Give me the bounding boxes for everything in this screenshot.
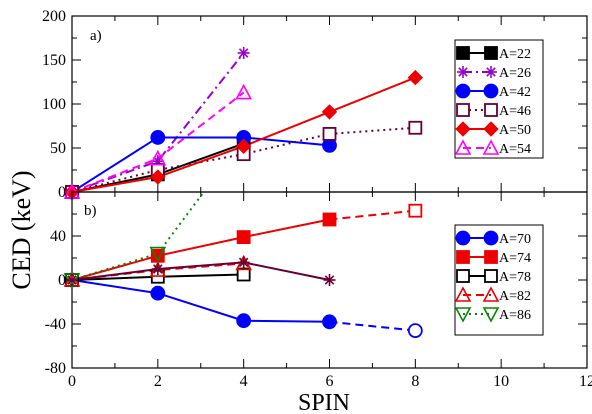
legend-marker — [482, 307, 500, 323]
data-point — [237, 46, 250, 59]
legend-label: A=22 — [499, 47, 531, 62]
legend-label: A=42 — [499, 85, 531, 100]
legend-marker — [457, 66, 469, 78]
marker-layer — [63, 46, 424, 200]
data-point — [149, 149, 167, 166]
legend: A=70 A=74 A=78 A=82 A=86 — [454, 224, 544, 336]
series-line-A=42 — [72, 136, 330, 192]
data-point — [408, 120, 423, 135]
series-line-A=74 — [72, 218, 330, 281]
y-tick-label: -80 — [45, 360, 66, 377]
x-tick-label: 4 — [240, 373, 248, 390]
series-layer — [72, 192, 416, 332]
series-line-A=86 — [72, 192, 206, 281]
x-tick-label: 2 — [154, 373, 162, 390]
data-point-extrapolated — [408, 203, 423, 218]
y-tick-label: 40 — [50, 228, 66, 245]
legend: A=22 A=26 A=42 A=46 A=50 A=54 — [454, 39, 544, 159]
legend-marker — [456, 103, 470, 117]
y-tick-label: 200 — [42, 8, 66, 25]
legend-marker — [483, 230, 499, 246]
legend-marker — [484, 103, 498, 117]
data-point — [407, 69, 424, 86]
y-tick-label: 0 — [58, 184, 66, 201]
y-tick-label: 100 — [42, 96, 66, 113]
legend-label: A=54 — [499, 142, 531, 157]
legend-marker — [455, 121, 471, 137]
data-point — [323, 274, 336, 286]
legend-label: A=74 — [499, 251, 531, 266]
legend-label: A=82 — [499, 289, 531, 304]
legend-marker — [454, 307, 472, 323]
legend-marker — [455, 230, 471, 246]
marker-layer — [63, 203, 423, 339]
legend-marker — [456, 46, 470, 60]
data-point — [322, 212, 337, 227]
legend-marker — [482, 286, 500, 302]
data-point — [235, 83, 253, 100]
legend-marker — [484, 46, 498, 60]
data-point — [236, 230, 251, 245]
legend-marker — [456, 269, 470, 283]
data-point — [322, 314, 337, 330]
y-tick-label: 0 — [58, 272, 66, 289]
data-point — [151, 263, 164, 275]
series-line-unlabeled — [72, 261, 330, 281]
series-extension-line — [329, 320, 416, 332]
legend-marker — [455, 83, 471, 99]
legend-marker — [482, 139, 500, 155]
y-tick-label: -40 — [45, 316, 66, 333]
series-extension-line — [329, 209, 416, 221]
legend-label: A=46 — [499, 104, 531, 119]
data-point-extrapolated — [407, 323, 423, 339]
legend-label: A=50 — [499, 123, 531, 138]
legend-label: A=26 — [499, 66, 531, 81]
legend-marker — [484, 250, 498, 264]
legend-marker — [456, 250, 470, 264]
data-point — [322, 127, 337, 141]
series-layer — [72, 52, 416, 192]
legend-label: A=70 — [499, 232, 531, 247]
y-axis-title: CED (keV) — [7, 170, 36, 289]
panel-b-plot: -80 -40 0 40 0 2 4 6 8 10 12 A=70 A=74 A=78 A=82 A=86 — [45, 191, 592, 390]
y-tick-label: 50 — [50, 140, 66, 157]
legend-marker — [483, 121, 499, 137]
legend-label: A=78 — [499, 270, 531, 285]
data-point — [150, 169, 166, 185]
data-point — [236, 313, 252, 329]
panel-b-label: b) — [84, 203, 97, 219]
data-point — [150, 285, 166, 301]
panel-a-label: a) — [90, 28, 102, 44]
legend-marker — [484, 269, 498, 283]
x-axis-title: SPIN — [298, 390, 350, 414]
legend-marker — [483, 83, 499, 99]
data-point — [321, 104, 338, 120]
data-point — [150, 130, 166, 145]
data-point — [237, 256, 250, 269]
x-tick-label: 12 — [579, 373, 592, 390]
data-point — [236, 267, 251, 282]
series-line-A=70 — [72, 279, 330, 323]
x-tick-label: 8 — [411, 373, 419, 390]
x-tick-label: 10 — [493, 373, 509, 390]
panel-a-plot: 0 50 100 150 200 A=22 A=26 A=42 A=46 A=50 A=54 — [42, 8, 588, 201]
legend-marker — [454, 286, 472, 302]
x-tick-label: 6 — [326, 373, 334, 390]
data-point — [235, 138, 252, 154]
x-tick-label: 0 — [68, 373, 76, 390]
legend-marker — [485, 66, 497, 78]
data-point — [149, 246, 167, 263]
legend-label: A=86 — [499, 308, 531, 323]
legend-marker — [454, 139, 472, 155]
data-point — [66, 274, 78, 286]
y-tick-label: 150 — [42, 52, 66, 69]
